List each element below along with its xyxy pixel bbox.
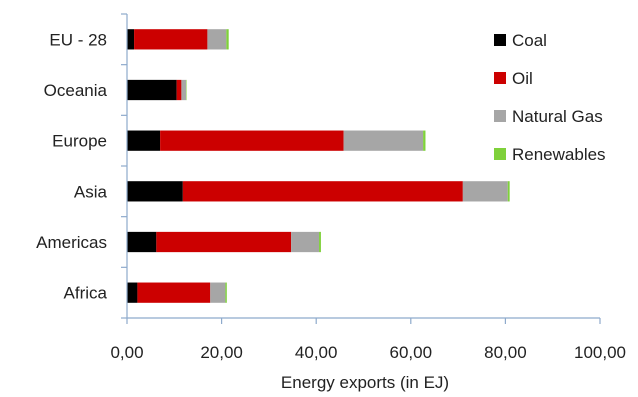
- bar-segment: [343, 130, 424, 151]
- bar-segment: [319, 231, 321, 253]
- bar-segment: [507, 181, 510, 202]
- x-tick-label: 80,00: [484, 343, 527, 362]
- legend-label: Natural Gas: [512, 107, 603, 126]
- bar-segment: [127, 79, 177, 101]
- bar-segment: [181, 79, 187, 101]
- bar-segment: [134, 29, 208, 50]
- x-tick-label: 40,00: [295, 343, 338, 362]
- category-label: Americas: [36, 233, 107, 252]
- x-ticks-group: [126, 318, 601, 324]
- bar-segment: [207, 29, 227, 50]
- bar-segment: [127, 130, 161, 151]
- legend-swatch: [494, 72, 506, 84]
- y-ticks-group: [121, 13, 127, 319]
- x-tick-label: 100,00: [574, 343, 626, 362]
- legend-label: Oil: [512, 69, 533, 88]
- category-label: Oceania: [44, 81, 108, 100]
- bar-segment: [137, 282, 211, 303]
- x-axis-title: Energy exports (in EJ): [281, 373, 449, 392]
- x-tick-label: 20,00: [200, 343, 243, 362]
- bar-segment: [182, 181, 463, 202]
- bar-segment: [127, 181, 183, 202]
- legend-swatch: [494, 34, 506, 46]
- bar-segment: [225, 282, 227, 303]
- bar-segment: [423, 130, 426, 151]
- legend: Coal Oil Natural Gas Renewables: [494, 31, 606, 164]
- bar-segment: [156, 231, 292, 253]
- bar-segment: [210, 282, 226, 303]
- category-label: EU - 28: [49, 30, 107, 49]
- legend-label: Coal: [512, 31, 547, 50]
- legend-label: Renewables: [512, 145, 606, 164]
- category-label: Asia: [74, 182, 108, 201]
- legend-swatch: [494, 110, 506, 122]
- bar-segment: [176, 79, 182, 101]
- bar-segment: [462, 181, 508, 202]
- x-tick-label: 60,00: [390, 343, 433, 362]
- x-tick-label: 0,00: [110, 343, 143, 362]
- bar-segment: [160, 130, 344, 151]
- legend-swatch: [494, 148, 506, 160]
- bar-segment: [291, 231, 320, 253]
- bars-group: [127, 29, 510, 303]
- x-tick-labels: 0,00 20,00 40,00 60,00 80,00 100,00: [110, 343, 626, 362]
- category-labels: EU - 28 Oceania Europe Asia Americas Africa: [36, 30, 107, 302]
- bar-segment: [127, 282, 138, 303]
- bar-segment: [127, 29, 135, 50]
- category-label: Africa: [64, 284, 108, 303]
- category-label: Europe: [52, 132, 107, 151]
- bar-segment: [127, 231, 157, 253]
- bar-segment: [226, 29, 229, 50]
